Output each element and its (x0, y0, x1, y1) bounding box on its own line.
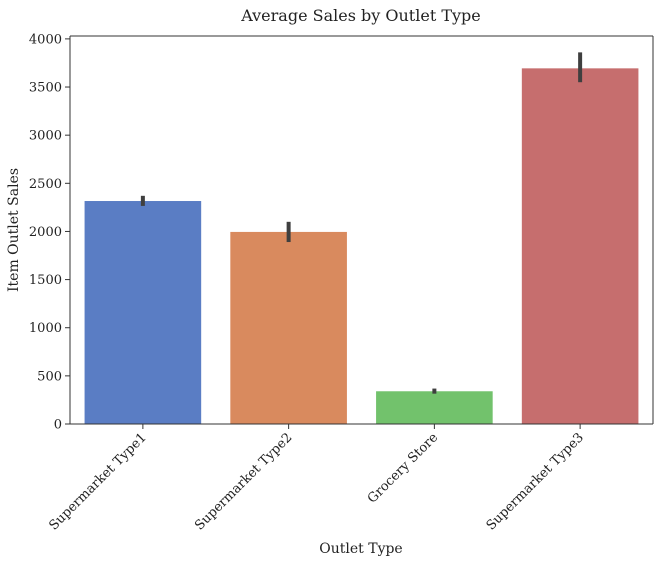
y-tick-label-8: 4000 (29, 32, 62, 47)
x-tick-label-0: Supermarket Type1 (46, 430, 149, 533)
bar-1 (230, 231, 347, 424)
x-tick-label-3: Supermarket Type3 (484, 430, 587, 533)
chart-title: Average Sales by Outlet Type (240, 6, 481, 25)
bar-0 (84, 201, 202, 424)
bar-3 (521, 68, 639, 425)
y-tick-label-7: 3500 (29, 81, 62, 96)
y-axis-label: Item Outlet Sales (6, 168, 22, 292)
y-tick-label-6: 3000 (29, 129, 62, 144)
y-tick-label-4: 2000 (29, 225, 62, 240)
y-tick-label-3: 1500 (29, 273, 62, 288)
bar-2 (376, 391, 493, 424)
y-tick-label-0: 0 (54, 418, 62, 433)
x-axis-label: Outlet Type (319, 541, 402, 557)
x-tick-label-2: Grocery Store (365, 430, 442, 507)
y-tick-label-5: 2500 (29, 177, 62, 192)
y-tick-label-2: 1000 (29, 321, 62, 336)
plot-area: Supermarket Type1 Supermarket Type2 Grocer… (29, 32, 654, 533)
x-tick-label-1: Supermarket Type2 (192, 430, 295, 533)
y-tick-label-1: 500 (37, 369, 62, 384)
